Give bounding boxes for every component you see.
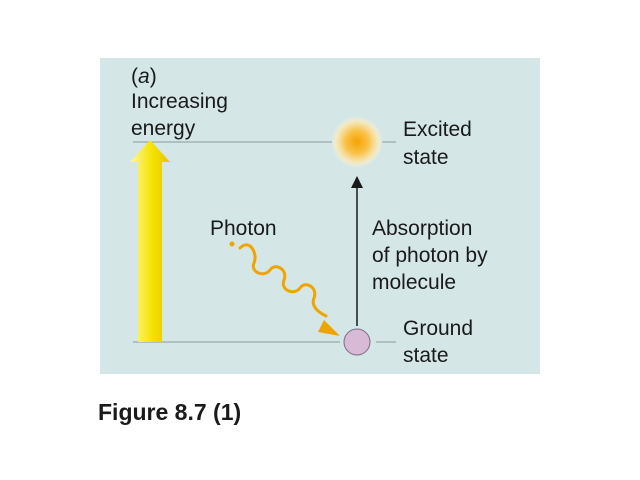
excited-state-label-line1: Excited — [403, 118, 472, 141]
increasing-energy-arrow — [130, 140, 170, 342]
absorption-label-line1: Absorption — [372, 217, 473, 240]
axis-label-line2: energy — [131, 117, 196, 140]
ground-state-label-line1: Ground — [403, 317, 474, 340]
part-letter: a — [138, 65, 150, 88]
photon-label: Photon — [210, 217, 277, 240]
absorption-label-line3: molecule — [372, 271, 457, 294]
energy-diagram — [130, 116, 396, 356]
ground-state-label-line2: state — [403, 344, 449, 367]
axis-label-line1: Increasing — [131, 90, 228, 113]
excited-molecule — [331, 116, 383, 168]
excited-state-label-line2: state — [403, 146, 449, 169]
photon-origin-dot — [229, 241, 235, 247]
ground-molecule — [343, 328, 371, 356]
figure-caption: Figure 8.7 (1) — [98, 399, 242, 425]
figure-panel: (a) Increasing energy Excited state Phot… — [100, 58, 540, 374]
part-label: (a) — [131, 65, 157, 88]
absorption-label-line2: of photon by — [372, 244, 488, 267]
photon-arrowhead — [318, 320, 340, 336]
photon-wave — [238, 243, 328, 318]
